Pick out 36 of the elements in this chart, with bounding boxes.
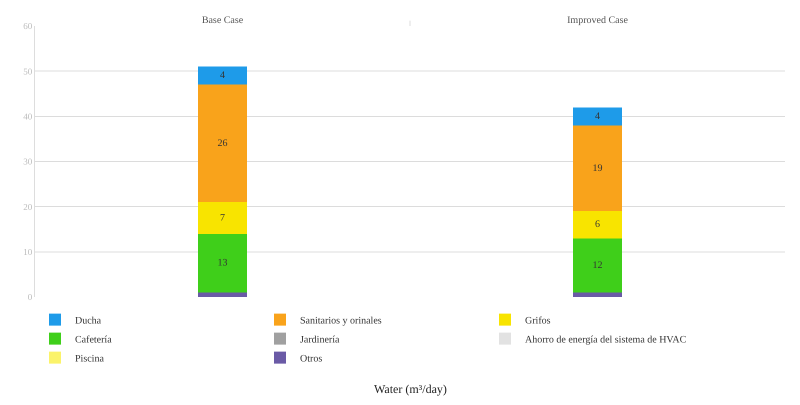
- bar: [573, 125, 622, 212]
- data-label: 13: [218, 258, 228, 269]
- bar: [573, 211, 622, 238]
- bar: [573, 238, 622, 292]
- text: Water (m³/day): [374, 382, 447, 396]
- bar: [198, 234, 247, 292]
- y-tick-label: 30: [23, 156, 33, 167]
- bar: [198, 202, 247, 234]
- data-label: 12: [592, 260, 603, 271]
- x-tick-label: Base Case: [202, 15, 244, 26]
- data-label: 6: [595, 219, 600, 230]
- legend-label: Ducha: [75, 316, 102, 327]
- data-label: 4: [220, 70, 226, 82]
- legend-label: Sanitarios y orinales: [300, 316, 382, 327]
- legend-label: Jardinería: [300, 334, 340, 346]
- legend-label: Grifos: [525, 316, 551, 327]
- bar: [573, 292, 622, 297]
- y-tick-label: 50: [23, 66, 33, 76]
- bar: [198, 292, 247, 297]
- y-tick-label: 60: [23, 21, 33, 32]
- y-tick-label: 0: [28, 292, 33, 302]
- bar: [198, 66, 247, 85]
- bar: [198, 84, 247, 202]
- data-label: 7: [220, 212, 226, 224]
- y-tick-label: 10: [23, 246, 33, 257]
- legend-label: Cafetería: [75, 334, 112, 346]
- data-label: 4: [595, 110, 600, 122]
- legend-label: Otros: [300, 354, 322, 365]
- data-label: 26: [218, 138, 228, 149]
- y-tick-label: 40: [23, 111, 33, 122]
- y-tick-label: 20: [23, 202, 33, 212]
- legend-label: Ahorro de energía del sistema de HVAC: [525, 334, 687, 346]
- bar: [573, 107, 622, 126]
- data-label: 19: [592, 162, 603, 174]
- legend-label: Piscina: [75, 354, 104, 365]
- x-tick-label: Improved Case: [567, 15, 628, 26]
